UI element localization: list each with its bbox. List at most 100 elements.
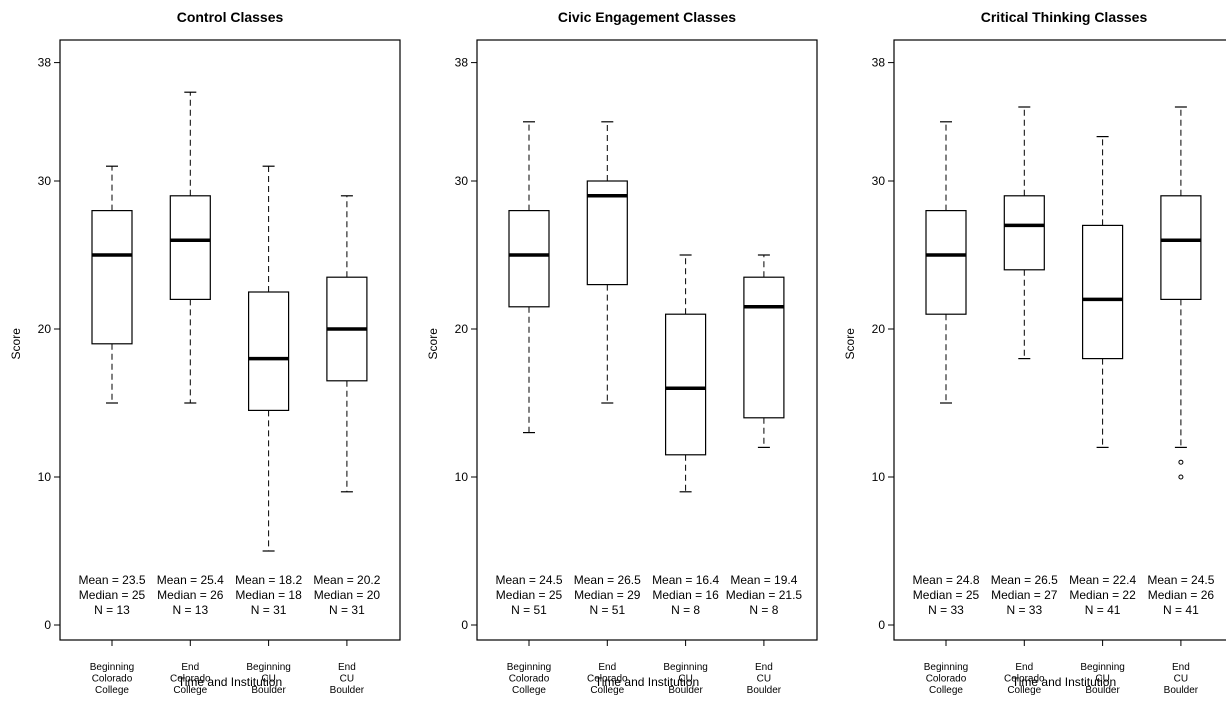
x-tick-label: End (181, 662, 199, 673)
stat-label: N = 41 (1163, 603, 1199, 617)
stat-label: Mean = 24.8 (912, 573, 979, 587)
stat-label: Median = 25 (913, 588, 980, 602)
y-tick-label: 0 (44, 618, 51, 632)
x-tick-label: Boulder (1164, 685, 1199, 696)
plot-frame (476, 39, 818, 641)
stat-label: N = 13 (172, 603, 208, 617)
stat-label: Median = 26 (157, 588, 224, 602)
stat-label: Mean = 22.4 (1069, 573, 1136, 587)
stat-label: Median = 20 (314, 588, 381, 602)
y-tick-label: 20 (455, 322, 469, 336)
y-tick-label: 30 (38, 174, 52, 188)
x-tick-label: CU (261, 674, 275, 685)
x-tick-label: Boulder (747, 685, 782, 696)
iqr-box (169, 195, 211, 301)
y-tick-label: 10 (872, 470, 886, 484)
chart-panel-1: Control Classes 0 10 20 30 38 Score Time and In… (9, 9, 401, 696)
iqr-box (743, 276, 785, 419)
iqr-box (664, 313, 707, 456)
x-axis-label: Time and Institution (178, 675, 282, 689)
iqr-box (248, 291, 290, 412)
x-axis-label: Time and Institution (1012, 675, 1116, 689)
x-tick-label: Colorado (92, 674, 133, 685)
stat-label: N = 8 (671, 603, 700, 617)
x-tick-label: CU (340, 674, 354, 685)
stat-label: Median = 18 (235, 588, 302, 602)
y-tick-label: 10 (38, 470, 52, 484)
iqr-box (1003, 195, 1045, 271)
plot-frame (59, 39, 401, 641)
iqr-box (91, 210, 133, 345)
x-tick-label: Colorado (587, 674, 628, 685)
x-tick-label: Boulder (1085, 685, 1120, 696)
x-tick-label: Boulder (251, 685, 286, 696)
y-tick-label: 30 (872, 174, 886, 188)
x-tick-label: Colorado (1004, 674, 1045, 685)
x-tick-label: Beginning (1080, 662, 1124, 673)
x-tick-label: Boulder (668, 685, 703, 696)
x-tick-label: End (755, 662, 773, 673)
x-tick-label: End (1172, 662, 1190, 673)
y-axis-label: Score (843, 328, 857, 360)
stat-label: Median = 25 (79, 588, 146, 602)
stat-label: Median = 29 (574, 588, 641, 602)
y-tick-label: 38 (872, 56, 886, 70)
x-tick-label: College (95, 685, 129, 696)
stat-label: N = 33 (928, 603, 964, 617)
x-tick-label: College (590, 685, 624, 696)
x-tick-label: End (598, 662, 616, 673)
stat-label: Median = 25 (496, 588, 563, 602)
stat-label: N = 41 (1085, 603, 1121, 617)
y-tick-label: 20 (38, 322, 52, 336)
stat-label: Mean = 23.5 (78, 573, 145, 587)
x-tick-label: CU (1174, 674, 1188, 685)
chart-panel-2: Civic Engagement Classes 0 10 20 30 38 Score Ti… (426, 9, 818, 696)
y-tick-label: 0 (878, 618, 885, 632)
x-tick-label: End (338, 662, 356, 673)
y-tick-label: 0 (461, 618, 468, 632)
x-tick-label: Beginning (507, 662, 551, 673)
stat-label: N = 31 (329, 603, 365, 617)
outlier-point (1178, 474, 1184, 480)
x-tick-label: College (929, 685, 963, 696)
y-tick-label: 10 (455, 470, 469, 484)
y-tick-label: 30 (455, 174, 469, 188)
iqr-box (586, 180, 628, 286)
stat-label: Mean = 26.5 (574, 573, 641, 587)
chart-title: Critical Thinking Classes (981, 9, 1148, 25)
y-tick-label: 38 (455, 56, 469, 70)
iqr-box (508, 210, 550, 308)
x-tick-label: College (1007, 685, 1041, 696)
outlier-point (1178, 459, 1184, 465)
stat-label: Mean = 24.5 (495, 573, 562, 587)
x-tick-label: Boulder (330, 685, 365, 696)
stat-label: Mean = 16.4 (652, 573, 719, 587)
x-tick-label: CU (757, 674, 771, 685)
x-tick-label: Beginning (663, 662, 707, 673)
x-tick-label: Colorado (509, 674, 550, 685)
stat-label: Mean = 20.2 (313, 573, 380, 587)
x-tick-label: Colorado (170, 674, 211, 685)
iqr-box (1160, 195, 1202, 301)
x-tick-label: Beginning (246, 662, 290, 673)
y-axis-label: Score (426, 328, 440, 360)
iqr-box (925, 210, 967, 315)
y-tick-label: 38 (38, 56, 52, 70)
stat-label: N = 51 (511, 603, 547, 617)
x-axis-label: Time and Institution (595, 675, 699, 689)
x-tick-label: Colorado (926, 674, 967, 685)
chart-title: Control Classes (177, 9, 284, 25)
stat-label: Median = 22 (1069, 588, 1136, 602)
plot-frame (893, 39, 1226, 641)
iqr-box (1081, 224, 1124, 360)
stat-label: Median = 26 (1148, 588, 1215, 602)
